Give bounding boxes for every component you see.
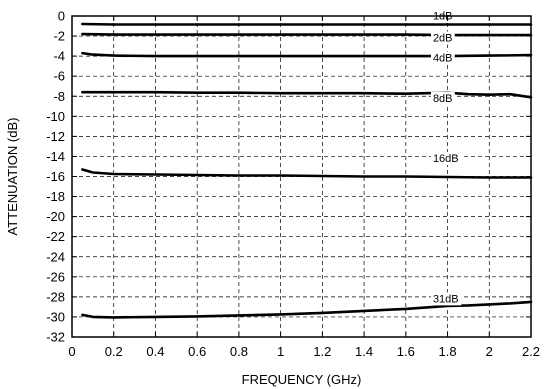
curve-label-background: [430, 292, 462, 306]
y-tick-label: -16: [46, 169, 65, 184]
y-axis-title: ATTENUATION (dB): [5, 118, 20, 236]
y-tick-label: -18: [46, 189, 65, 204]
curve-label-background: [430, 91, 455, 105]
y-tick-label: -32: [46, 330, 65, 345]
y-tick-label: -12: [46, 129, 65, 144]
x-tick-label: 0.4: [146, 344, 164, 359]
tick-marks: [71, 15, 532, 338]
y-tick-label: -8: [53, 89, 65, 104]
curve-label-background: [430, 151, 462, 165]
series-line: [81, 32, 533, 37]
x-tick-label: 0: [68, 344, 75, 359]
curve-label-background: [430, 51, 455, 65]
y-tick-label: -4: [53, 49, 65, 64]
y-tick-label: 0: [58, 9, 65, 24]
curve-label: 8dB: [433, 93, 453, 105]
x-tick-label: 2: [486, 344, 493, 359]
y-tick-label: -20: [46, 209, 65, 224]
x-tick-label: 1.2: [313, 344, 331, 359]
curve-label: 2dB: [433, 33, 453, 45]
x-tick-label: 1.4: [355, 344, 373, 359]
y-tick-label: -28: [46, 289, 65, 304]
curve-label-background: [430, 31, 455, 45]
x-tick-labels: 0 0.2 0.4 0.6 0.8 1 1.2 1.4 1.6 1.8 2 2.2: [68, 344, 540, 359]
x-tick-label: 2.2: [522, 344, 540, 359]
series-lines: [81, 22, 533, 319]
x-tick-label: 0.6: [188, 344, 206, 359]
grid-lines: [72, 16, 531, 337]
x-axis-title: FREQUENCY (GHz): [242, 372, 362, 387]
y-tick-label: -14: [46, 149, 65, 164]
curve-label: 16dB: [433, 153, 459, 165]
y-tick-label: -2: [53, 29, 65, 44]
curve-label: 31dB: [433, 293, 459, 305]
y-tick-labels: 0 -2 -4 -6 -8 -10 -12 -14 -16 -18 -20 -22 -24 -26 -28 -…: [46, 9, 65, 345]
series-line: [81, 168, 533, 179]
series-line: [81, 51, 533, 58]
x-tick-label: 1.8: [439, 344, 457, 359]
x-tick-label: 0.2: [105, 344, 123, 359]
y-tick-label: -10: [46, 109, 65, 124]
y-tick-label: -30: [46, 309, 65, 324]
x-tick-label: 1.6: [397, 344, 415, 359]
y-tick-label: -26: [46, 269, 65, 284]
series-line: [81, 300, 533, 319]
series-line: [81, 22, 533, 26]
y-tick-label: -24: [46, 249, 65, 264]
x-tick-label: 0.8: [230, 344, 248, 359]
y-tick-label: -6: [53, 69, 65, 84]
series-line: [81, 90, 533, 99]
y-tick-label: -22: [46, 229, 65, 244]
x-tick-label: 1: [277, 344, 284, 359]
curve-label: 4dB: [433, 53, 453, 65]
